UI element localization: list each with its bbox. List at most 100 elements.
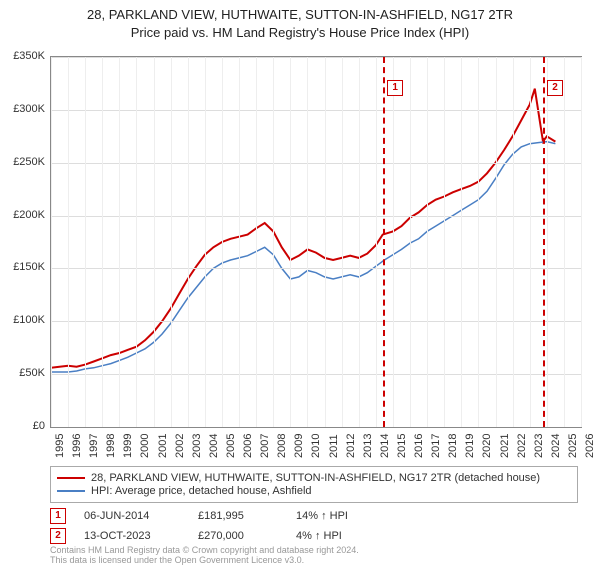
x-tick-label: 2002 [174, 434, 186, 458]
x-tick-label: 2012 [345, 434, 357, 458]
series-price_paid [51, 89, 555, 368]
legend-label: HPI: Average price, detached house, Ashf… [91, 485, 312, 497]
y-tick-label: £100K [3, 314, 45, 326]
gridline-v [393, 57, 394, 427]
chart-container: 28, PARKLAND VIEW, HUTHWAITE, SUTTON-IN-… [0, 6, 600, 566]
sale-row-diff: 4% ↑ HPI [296, 530, 376, 542]
sale-marker-line [543, 57, 545, 427]
legend-row: 28, PARKLAND VIEW, HUTHWAITE, SUTTON-IN-… [57, 472, 571, 484]
x-tick-label: 2014 [379, 434, 391, 458]
x-tick-label: 1997 [88, 434, 100, 458]
legend-row: HPI: Average price, detached house, Ashf… [57, 485, 571, 497]
gridline-v [496, 57, 497, 427]
legend-swatch [57, 490, 85, 492]
x-tick-label: 1999 [122, 434, 134, 458]
gridline-h [51, 57, 581, 58]
gridline-v [222, 57, 223, 427]
sale-marker-box: 1 [387, 80, 403, 96]
series-hpi [51, 142, 555, 372]
gridline-v [513, 57, 514, 427]
gridline-v [51, 57, 52, 427]
gridline-v [564, 57, 565, 427]
gridline-v [307, 57, 308, 427]
chart-svg [51, 57, 581, 427]
x-tick-label: 2007 [259, 434, 271, 458]
x-tick-label: 2021 [499, 434, 511, 458]
sale-row-price: £270,000 [198, 530, 278, 542]
sale-row-date: 13-OCT-2023 [84, 530, 180, 542]
x-tick-label: 1995 [54, 434, 66, 458]
x-tick-label: 2022 [516, 434, 528, 458]
x-tick-label: 2009 [293, 434, 305, 458]
gridline-v [444, 57, 445, 427]
x-tick-label: 1996 [71, 434, 83, 458]
x-tick-label: 2008 [276, 434, 288, 458]
gridline-v [256, 57, 257, 427]
y-tick-label: £350K [3, 50, 45, 62]
y-tick-label: £250K [3, 156, 45, 168]
x-tick-label: 2004 [208, 434, 220, 458]
x-tick-label: 2011 [328, 434, 340, 458]
legend-label: 28, PARKLAND VIEW, HUTHWAITE, SUTTON-IN-… [91, 472, 540, 484]
gridline-h [51, 374, 581, 375]
x-tick-label: 2023 [533, 434, 545, 458]
y-tick-label: £300K [3, 103, 45, 115]
gridline-v [427, 57, 428, 427]
sale-row-marker: 1 [50, 508, 66, 524]
gridline-v [154, 57, 155, 427]
gridline-v [85, 57, 86, 427]
sale-row-marker: 2 [50, 528, 66, 544]
gridline-v [530, 57, 531, 427]
legend-swatch [57, 477, 85, 479]
gridline-v [461, 57, 462, 427]
footer-note: Contains HM Land Registry data © Crown c… [50, 546, 578, 566]
sale-marker-line [383, 57, 385, 427]
gridline-v [342, 57, 343, 427]
x-tick-label: 2003 [191, 434, 203, 458]
gridline-v [376, 57, 377, 427]
gridline-v [102, 57, 103, 427]
gridline-v [410, 57, 411, 427]
x-tick-label: 2000 [139, 434, 151, 458]
gridline-v [359, 57, 360, 427]
x-tick-label: 2019 [464, 434, 476, 458]
legend-box: 28, PARKLAND VIEW, HUTHWAITE, SUTTON-IN-… [50, 466, 578, 503]
gridline-h [51, 110, 581, 111]
gridline-v [547, 57, 548, 427]
gridline-v [136, 57, 137, 427]
x-tick-label: 2018 [447, 434, 459, 458]
gridline-h [51, 321, 581, 322]
gridline-h [51, 163, 581, 164]
gridline-v [188, 57, 189, 427]
sale-row: 1 06-JUN-2014 £181,995 14% ↑ HPI [50, 508, 578, 524]
gridline-v [171, 57, 172, 427]
gridline-v [273, 57, 274, 427]
y-tick-label: £50K [3, 367, 45, 379]
gridline-v [239, 57, 240, 427]
x-tick-label: 2016 [413, 434, 425, 458]
x-tick-label: 2017 [430, 434, 442, 458]
x-tick-label: 2020 [481, 434, 493, 458]
title-line-1: 28, PARKLAND VIEW, HUTHWAITE, SUTTON-IN-… [0, 6, 600, 24]
gridline-v [290, 57, 291, 427]
gridline-v [205, 57, 206, 427]
sale-row-diff: 14% ↑ HPI [296, 510, 376, 522]
sale-row-date: 06-JUN-2014 [84, 510, 180, 522]
x-tick-label: 2005 [225, 434, 237, 458]
gridline-h [51, 268, 581, 269]
chart-title: 28, PARKLAND VIEW, HUTHWAITE, SUTTON-IN-… [0, 6, 600, 42]
gridline-v [325, 57, 326, 427]
x-tick-label: 2015 [396, 434, 408, 458]
gridline-v [119, 57, 120, 427]
gridline-v [478, 57, 479, 427]
x-tick-label: 2010 [310, 434, 322, 458]
gridline-h [51, 216, 581, 217]
sale-marker-box: 2 [547, 80, 563, 96]
sale-row: 2 13-OCT-2023 £270,000 4% ↑ HPI [50, 528, 578, 544]
sale-table: 1 06-JUN-2014 £181,995 14% ↑ HPI 2 13-OCT-202… [50, 508, 578, 548]
x-tick-label: 2025 [567, 434, 579, 458]
sale-row-price: £181,995 [198, 510, 278, 522]
title-line-2: Price paid vs. HM Land Registry's House … [0, 24, 600, 42]
x-tick-label: 2024 [550, 434, 562, 458]
gridline-v [68, 57, 69, 427]
